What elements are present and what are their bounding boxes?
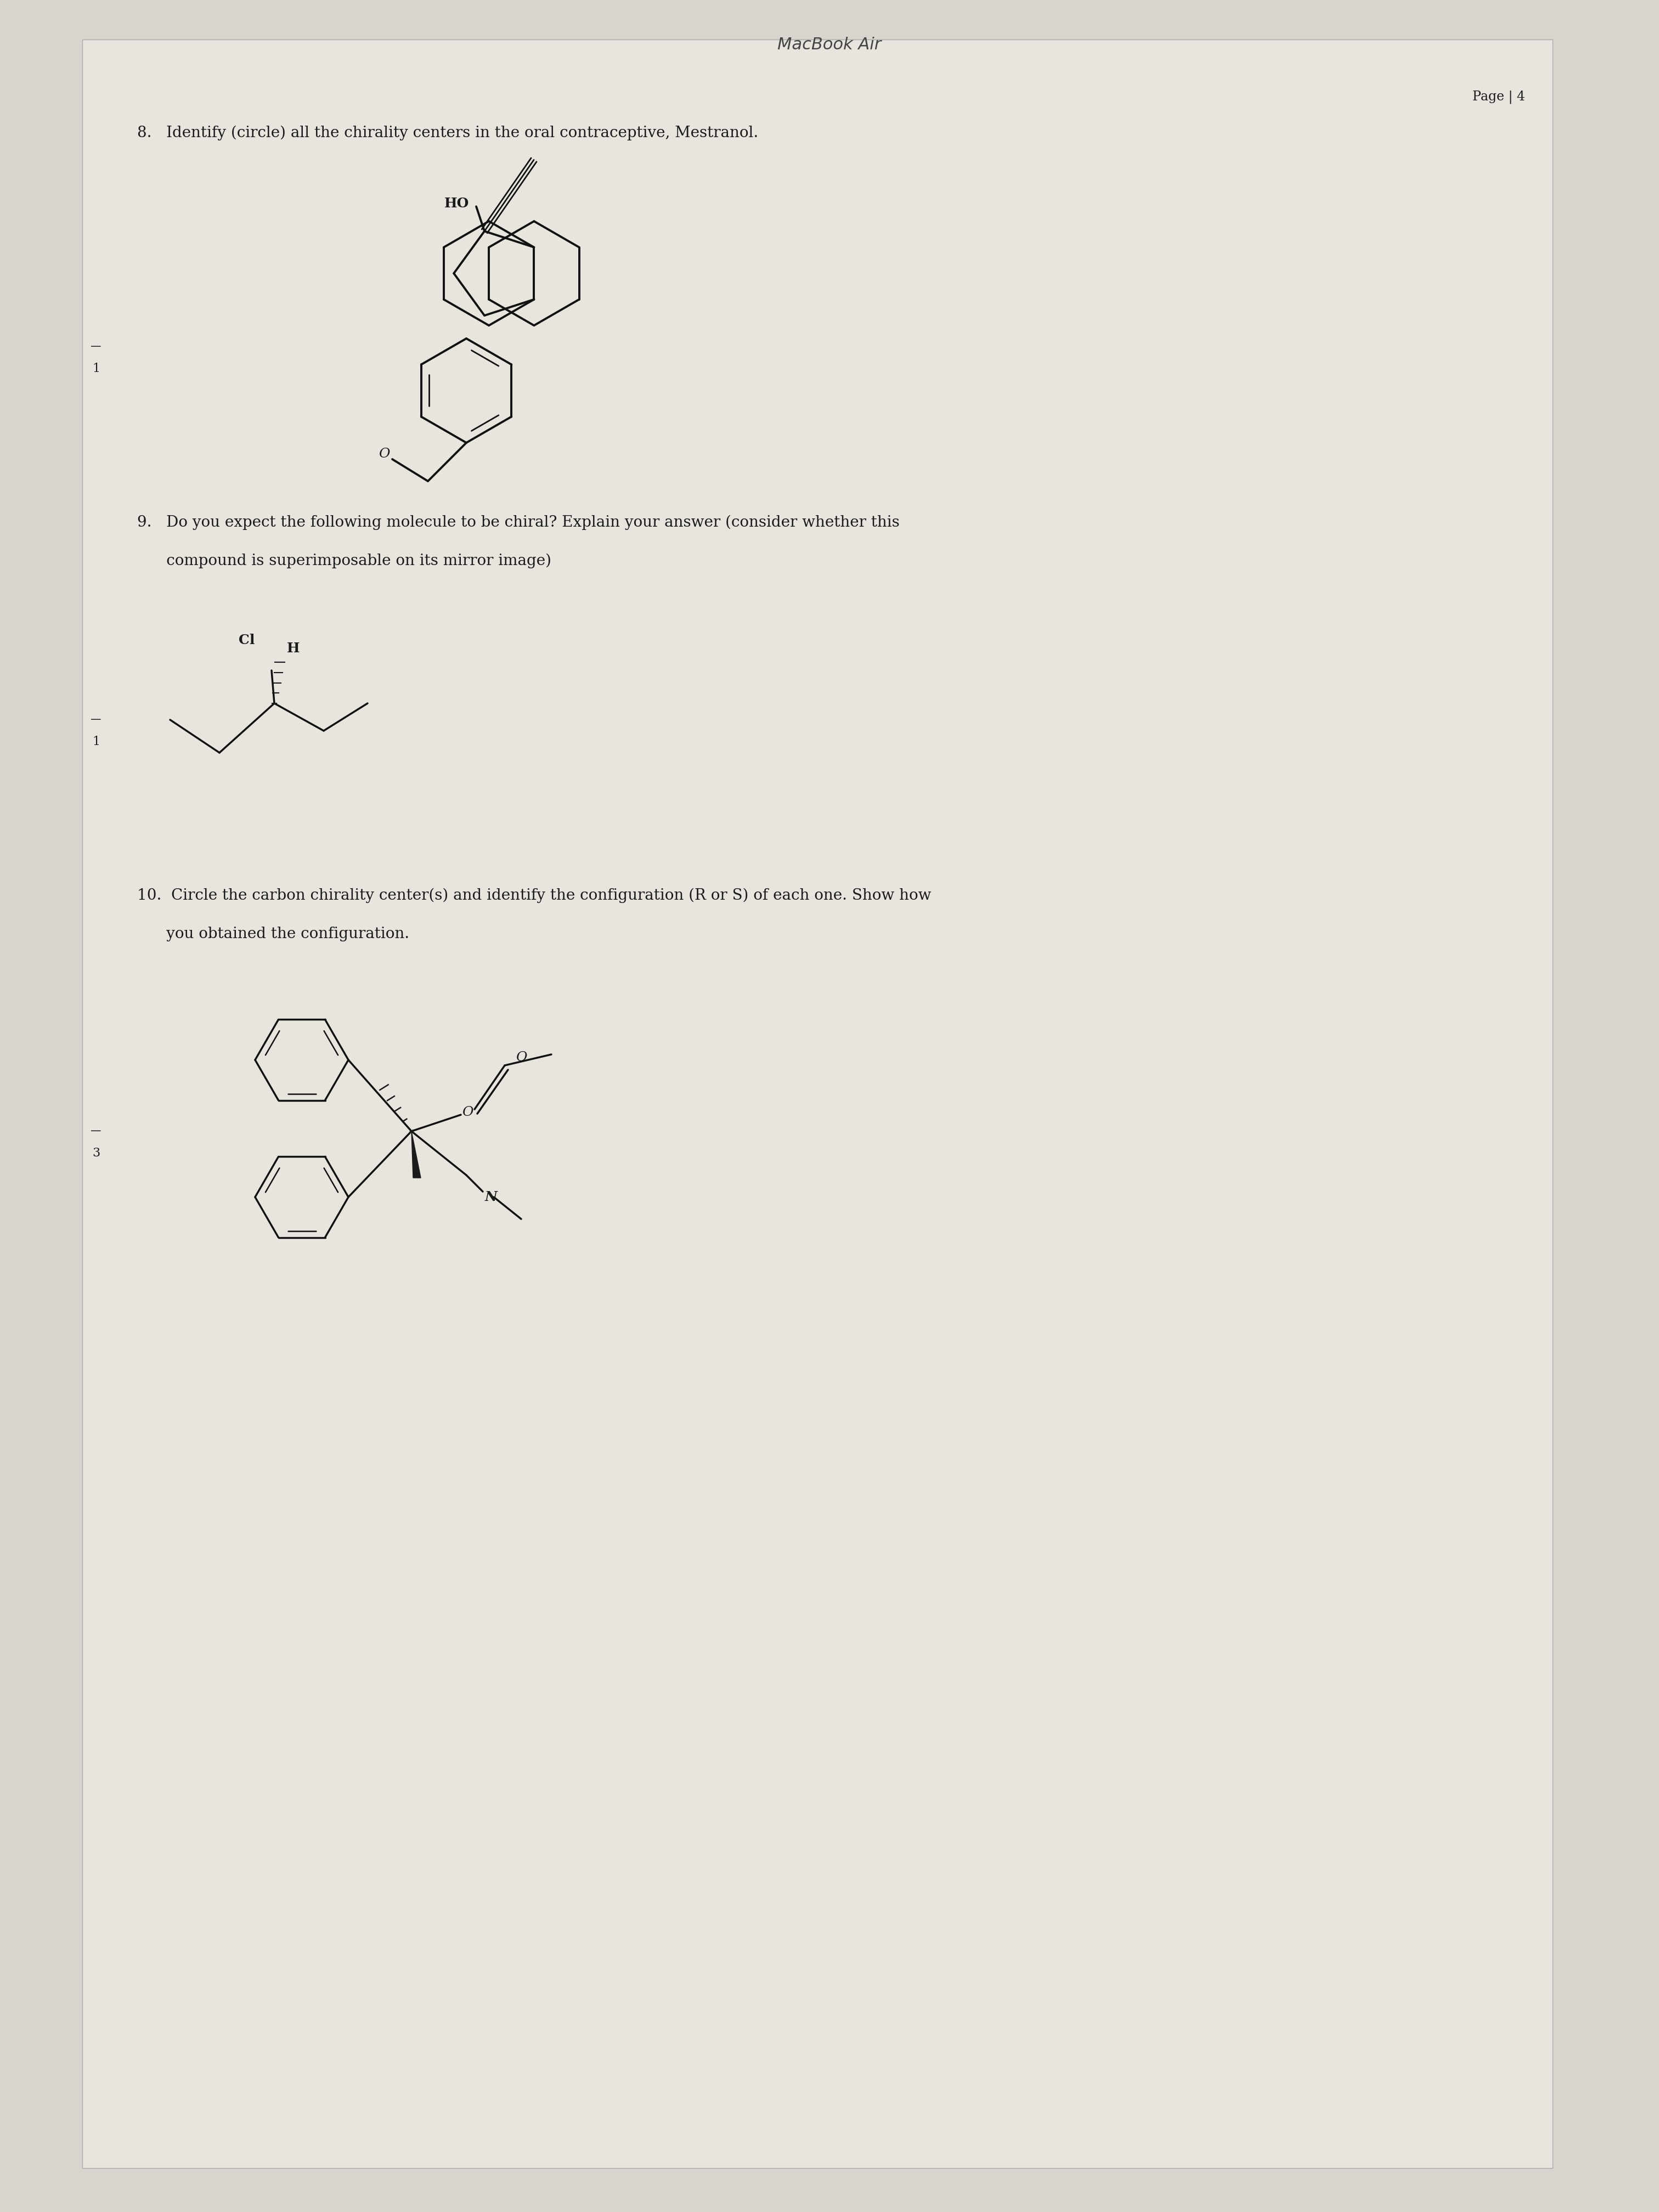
Text: —: —	[91, 341, 101, 352]
Text: you obtained the configuration.: you obtained the configuration.	[138, 927, 410, 940]
Text: MacBook Air: MacBook Air	[778, 38, 881, 53]
Text: 8.   Identify (circle) all the chirality centers in the oral contraceptive, Mest: 8. Identify (circle) all the chirality c…	[138, 126, 758, 139]
Text: 1: 1	[93, 737, 100, 748]
Text: O: O	[378, 447, 390, 460]
Text: Cl: Cl	[239, 633, 255, 646]
FancyBboxPatch shape	[83, 40, 1553, 2168]
Text: —: —	[91, 714, 101, 726]
Text: 1: 1	[93, 363, 100, 374]
Text: N: N	[484, 1190, 498, 1203]
Polygon shape	[411, 1130, 421, 1177]
Text: Page | 4: Page | 4	[1473, 91, 1525, 104]
Text: H: H	[287, 641, 300, 655]
Text: 3: 3	[93, 1148, 100, 1159]
Text: O: O	[516, 1051, 528, 1064]
Text: compound is superimposable on its mirror image): compound is superimposable on its mirror…	[138, 553, 551, 568]
Text: 9.   Do you expect the following molecule to be chiral? Explain your answer (con: 9. Do you expect the following molecule …	[138, 515, 899, 531]
Text: O: O	[461, 1106, 473, 1119]
Text: —: —	[91, 1126, 101, 1137]
Text: HO: HO	[445, 197, 469, 210]
Text: 10.  Circle the carbon chirality center(s) and identify the configuration (R or : 10. Circle the carbon chirality center(s…	[138, 887, 931, 902]
